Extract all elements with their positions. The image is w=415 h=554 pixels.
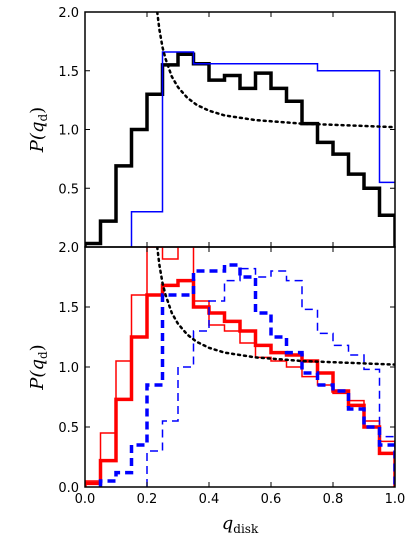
ytick-label: 0.5: [58, 182, 79, 197]
ytick-label: 0.0: [58, 481, 79, 496]
ytick-label: 0.5: [58, 421, 79, 436]
series-top-1: [130, 51, 395, 247]
ytick-label: 2.0: [58, 241, 79, 256]
ytick-label: 2.0: [58, 6, 79, 21]
ytick-label: 1.5: [58, 65, 79, 80]
xtick-label: 0.0: [75, 492, 96, 507]
ytick-label: 1.0: [58, 361, 79, 376]
y-axis-label: P(qd): [27, 344, 50, 390]
series-bottom-2: [98, 263, 395, 487]
plot-area: [85, 12, 395, 247]
series-bottom-3: [146, 267, 395, 487]
series-bottom-4: [155, 247, 395, 366]
xtick-label: 0.8: [323, 492, 344, 507]
xtick-label: 1.0: [385, 492, 406, 507]
series-top-0: [85, 52, 395, 247]
panel-top: 0.5 1.0 1.5 2.0 P(qd): [27, 6, 396, 248]
xtick-label: 0.6: [261, 492, 282, 507]
plot-area: [85, 247, 395, 487]
panel-bottom: 0.0 0.5 1.0 1.5 2.0 0.0 0.2 0.4 0.6 0.8 1.0 P(qd) qd…: [27, 241, 406, 536]
xtick-label: 0.4: [199, 492, 220, 507]
series-top-2: [155, 12, 395, 129]
y-axis-label: P(qd): [27, 107, 50, 153]
xtick-label: 0.2: [137, 492, 158, 507]
ytick-label: 1.0: [58, 124, 79, 139]
x-axis-label: qdisk: [222, 513, 259, 536]
ytick-label: 1.5: [58, 301, 79, 316]
